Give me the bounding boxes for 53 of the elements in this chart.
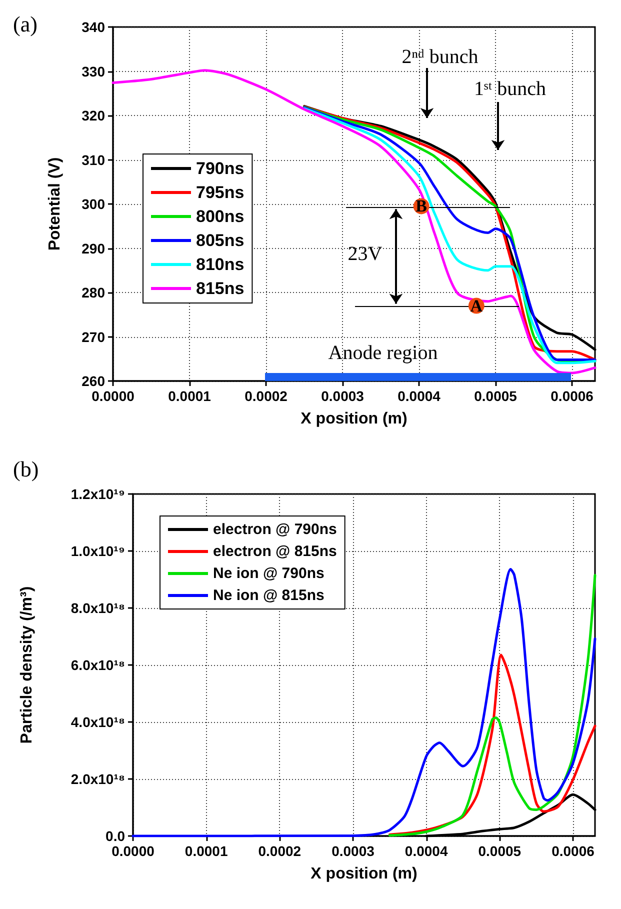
x-tick-label: 0.0004 (404, 843, 448, 859)
legend-label: 810ns (196, 255, 244, 274)
x-tick-label: 0.0003 (332, 843, 375, 859)
legend-label: Ne ion @ 815ns (213, 587, 324, 604)
x-tick-label: 0.0001 (184, 843, 228, 859)
y-axis-title: Potential (V) (46, 157, 64, 251)
x-tick-label: 0.0006 (552, 843, 595, 859)
x-tick-label: 0.0006 (550, 388, 594, 404)
chart-title: (a) (13, 12, 38, 36)
legend-label: 795ns (196, 183, 244, 202)
y-tick-label: 6.0x10¹⁸ (70, 657, 125, 673)
x-tick-label: 0.0002 (244, 388, 288, 404)
y-axis-title: Particle density (/m³) (18, 586, 36, 744)
y-tick-label: 280 (82, 284, 106, 300)
annotation: A (470, 296, 484, 316)
y-tick-label: 330 (82, 63, 106, 80)
x-tick-label: 0.0005 (474, 388, 518, 404)
x-tick-label: 0.0000 (112, 843, 155, 859)
legend-label: electron @ 815ns (213, 543, 337, 560)
y-tick-label: 340 (82, 19, 106, 35)
chart-title: (b) (13, 456, 39, 482)
x-tick-label: 0.0003 (321, 388, 364, 404)
y-tick-label: 8.0x10¹⁸ (70, 600, 125, 616)
annotation: Anode region (328, 342, 438, 364)
y-tick-label: 300 (82, 196, 106, 212)
legend-label: Ne ion @ 790ns (213, 565, 324, 582)
annotation: 23V (348, 243, 383, 265)
x-tick-label: 0.0002 (258, 843, 302, 859)
y-tick-label: 4.0x10¹⁸ (70, 714, 125, 730)
legend-label: 815ns (196, 279, 244, 298)
y-tick-label: 310 (82, 152, 106, 168)
y-tick-label: 1.2x10¹⁹ (70, 486, 125, 502)
line-series (112, 69, 596, 374)
legend-label: electron @ 790ns (213, 521, 337, 538)
y-tick-label: 0.0 (106, 828, 126, 844)
y-tick-label: 2.0x10¹⁸ (70, 771, 125, 787)
annotation: 2ⁿᵈ bunch (402, 46, 478, 68)
x-axis-title: X position (m) (310, 866, 418, 882)
legend-label: 805ns (196, 231, 244, 250)
x-axis-title: X position (m) (300, 410, 408, 428)
y-tick-label: 260 (82, 373, 106, 389)
x-tick-label: 0.0005 (478, 843, 522, 859)
y-tick-label: 320 (82, 108, 106, 124)
x-tick-label: 0.0000 (92, 388, 135, 404)
annotation: B (416, 196, 427, 216)
legend-label: 800ns (196, 207, 244, 226)
legend-label: 790ns (196, 159, 244, 178)
y-tick-label: 270 (82, 328, 106, 345)
x-tick-label: 0.0001 (168, 388, 212, 404)
annotation: 1ˢᵗ bunch (474, 78, 546, 100)
y-tick-label: 290 (82, 240, 106, 256)
y-tick-label: 1.0x10¹⁹ (70, 543, 125, 559)
x-tick-label: 0.0004 (398, 388, 441, 404)
